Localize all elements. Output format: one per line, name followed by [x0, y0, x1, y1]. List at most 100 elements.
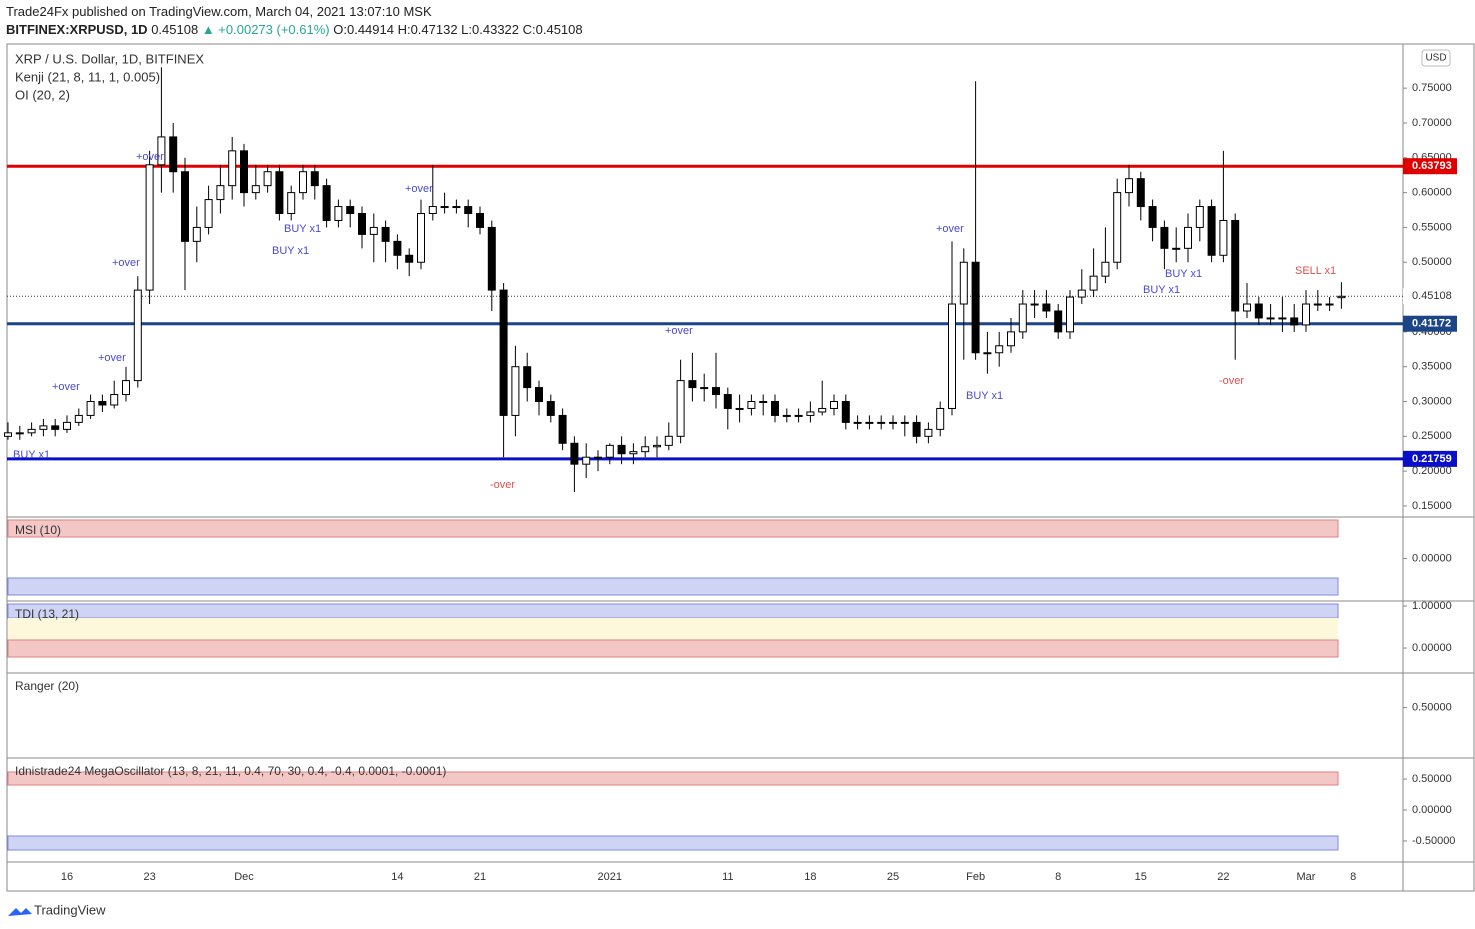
- candle-body: [629, 451, 638, 455]
- candle-body: [1042, 303, 1051, 312]
- signal-annotation: +over: [136, 151, 164, 163]
- level-label: 0.21759: [1412, 453, 1452, 465]
- candle-body: [853, 421, 862, 424]
- candle-body: [275, 171, 284, 215]
- y-tick-label: 0.50000: [1412, 773, 1452, 785]
- signal-annotation: BUY x1: [13, 449, 50, 461]
- candle-body: [251, 185, 260, 194]
- candle-body: [582, 456, 591, 465]
- candle-body: [74, 414, 83, 423]
- change: ▲ +0.00273 (+0.61%): [201, 22, 330, 37]
- x-tick-label: 25: [887, 871, 899, 883]
- candle-body: [1101, 261, 1110, 277]
- signal-annotation: -over: [490, 479, 515, 491]
- y-tick-label: 0.60000: [1412, 187, 1452, 199]
- x-tick-label: Mar: [1297, 871, 1316, 883]
- y-tick-label: 0.35000: [1412, 361, 1452, 373]
- legend-title: XRP / U.S. Dollar, 1D, BITFINEX: [15, 51, 204, 66]
- candle-body: [181, 171, 189, 242]
- y-tick-label: 0.00000: [1412, 552, 1452, 564]
- candle-body: [487, 226, 496, 291]
- candle-body: [428, 206, 437, 215]
- candle-body: [700, 387, 709, 390]
- candle-body: [771, 401, 779, 416]
- candle-body: [4, 432, 12, 437]
- candle-body: [1254, 303, 1263, 319]
- candle-body: [818, 407, 827, 413]
- signal-annotation: +over: [405, 183, 433, 195]
- candle-body: [263, 171, 272, 187]
- candle-body: [240, 150, 248, 194]
- candle-body: [145, 164, 154, 291]
- candle-body: [1195, 206, 1204, 228]
- band: [7, 639, 1339, 658]
- band: [7, 519, 1339, 538]
- frame: [6, 43, 1475, 892]
- candle-body: [865, 421, 874, 424]
- candle-body: [535, 387, 543, 403]
- candle-body: [1302, 303, 1310, 326]
- x-tick-label: Feb: [966, 871, 985, 883]
- signal-annotation: BUY x1: [1143, 284, 1180, 296]
- band: [7, 771, 1339, 786]
- candle-body: [664, 435, 673, 446]
- candle-body: [299, 171, 307, 194]
- candle-body: [1231, 219, 1240, 312]
- candle-body: [841, 401, 850, 423]
- candle-body: [1325, 303, 1334, 306]
- y-tick-label: 0.00000: [1412, 804, 1452, 816]
- tradingview-logo: [8, 908, 32, 916]
- candle-body: [204, 199, 213, 228]
- x-tick-label: 16: [61, 871, 73, 883]
- legend-oi: OI (20, 2): [15, 87, 70, 102]
- candle-body: [782, 414, 791, 417]
- candle-body: [1148, 206, 1157, 228]
- candle-body: [1136, 178, 1145, 208]
- candle-body: [393, 240, 402, 256]
- x-tick-label: 22: [1217, 871, 1229, 883]
- candle-body: [1243, 303, 1251, 312]
- candle-body: [405, 254, 414, 263]
- candle-body: [1007, 331, 1015, 347]
- x-tick-label: Dec: [234, 871, 254, 883]
- candle-body: [452, 206, 461, 209]
- last-price-tag: [1403, 288, 1457, 305]
- candle-body: [877, 421, 886, 424]
- candle-body: [228, 150, 237, 187]
- x-tick-label: 21: [474, 871, 486, 883]
- candle-body: [983, 352, 992, 355]
- candle-body: [287, 192, 296, 215]
- x-tick-label: 8: [1055, 871, 1061, 883]
- y-tick-label: 0.15000: [1412, 500, 1452, 512]
- candle-body: [216, 185, 225, 201]
- candle-body: [1266, 317, 1275, 320]
- currency-box[interactable]: [1421, 49, 1451, 67]
- ohlc: O:0.44914 H:0.47132 L:0.43322 C:0.45108: [333, 22, 583, 37]
- candle-body: [936, 407, 945, 430]
- y-tick-label: 0.20000: [1412, 465, 1452, 477]
- candle-body: [381, 226, 390, 242]
- band: [7, 835, 1339, 851]
- candle-body: [558, 414, 567, 444]
- candle-body: [1018, 303, 1027, 333]
- candle-body: [617, 444, 626, 455]
- level-label: 0.41172: [1412, 318, 1451, 330]
- candle-body: [39, 425, 48, 430]
- signal-annotation: +over: [665, 325, 693, 337]
- candle-body: [1113, 192, 1122, 263]
- x-tick-label: 14: [391, 871, 403, 883]
- x-tick-label: 11: [722, 871, 733, 883]
- candle-body: [735, 407, 744, 410]
- candle-body: [98, 401, 107, 406]
- candle-body: [1290, 317, 1299, 326]
- panel-title: Ranger (20): [15, 679, 79, 693]
- candle-body: [1313, 303, 1322, 306]
- y-tick-label: 0.70000: [1412, 117, 1452, 129]
- y-tick-label: 0.00000: [1412, 642, 1452, 654]
- candle-body: [86, 401, 95, 416]
- y-tick-label: 0.55000: [1412, 221, 1452, 233]
- candle-body: [723, 394, 732, 409]
- y-tick-label: 0.50000: [1412, 701, 1452, 713]
